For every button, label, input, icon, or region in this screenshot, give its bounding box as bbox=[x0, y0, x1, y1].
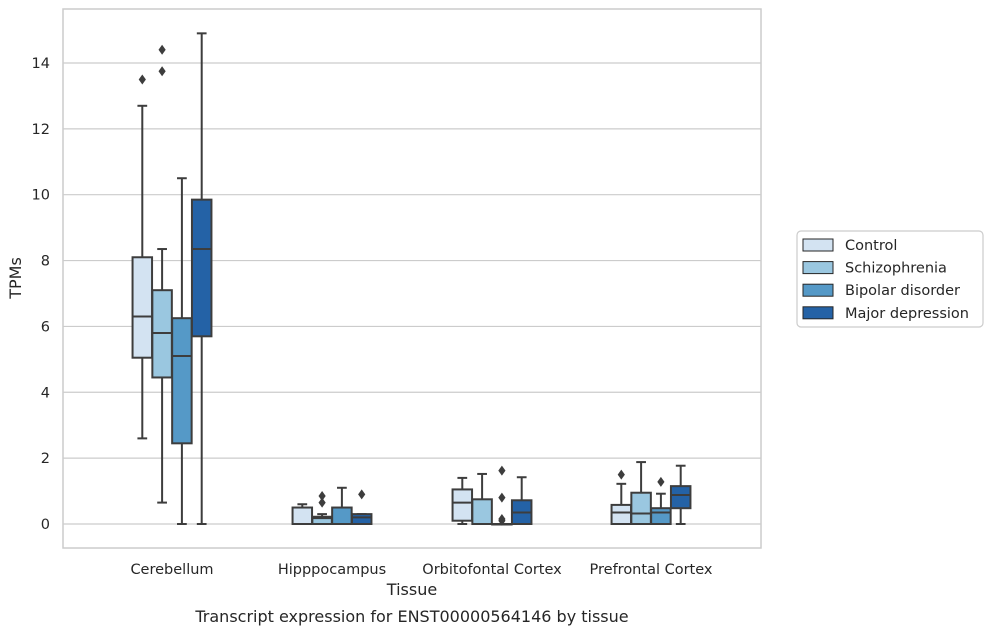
outlier-marker bbox=[358, 489, 366, 500]
figure-caption: Transcript expression for ENST0000056414… bbox=[194, 607, 628, 626]
outlier-marker bbox=[138, 74, 146, 85]
box-groups bbox=[131, 32, 692, 526]
y-tick-labels: 0 2 4 6 8 10 12 14 bbox=[32, 56, 50, 533]
outlier-marker bbox=[318, 497, 326, 508]
legend-swatch bbox=[802, 261, 834, 275]
iqr-box bbox=[131, 256, 154, 359]
y-tick-label: 12 bbox=[32, 122, 50, 138]
box-control bbox=[291, 503, 314, 526]
box-control bbox=[451, 476, 474, 525]
legend-swatch bbox=[802, 283, 834, 297]
outlier-marker bbox=[318, 491, 326, 502]
box-schizophrenia bbox=[151, 44, 173, 504]
y-tick-label: 14 bbox=[32, 56, 50, 72]
plot-frame bbox=[62, 8, 762, 549]
y-tick-label: 10 bbox=[32, 188, 50, 204]
outlier-marker bbox=[657, 476, 665, 487]
outlier-marker bbox=[158, 44, 166, 55]
y-tick-label: 4 bbox=[41, 385, 50, 401]
iqr-box bbox=[171, 317, 193, 445]
legend: Control Schizophrenia Bipolar disorder Majo… bbox=[796, 230, 984, 328]
legend-swatch bbox=[802, 238, 834, 252]
legend-label: Major depression bbox=[845, 306, 969, 322]
iqr-box bbox=[471, 498, 493, 525]
box-bipolar-disorder bbox=[171, 177, 193, 525]
iqr-box bbox=[610, 503, 633, 526]
legend-label: Control bbox=[845, 238, 897, 254]
x-tick-label: Orbitofontal Cortex bbox=[422, 562, 562, 578]
outlier-marker bbox=[498, 492, 506, 503]
iqr-box bbox=[451, 488, 474, 522]
x-axis-title: Tissue bbox=[386, 580, 437, 599]
y-axis-title: TPMs bbox=[6, 257, 25, 300]
x-tick-label: Cerebellum bbox=[130, 562, 213, 578]
box-control bbox=[131, 74, 154, 440]
box-schizophrenia bbox=[471, 472, 493, 525]
x-tick-label: Hipppocampus bbox=[278, 562, 386, 578]
box-bipolar-disorder bbox=[491, 465, 513, 526]
iqr-box bbox=[630, 491, 652, 525]
outlier-marker bbox=[617, 469, 625, 480]
legend-frame bbox=[796, 230, 984, 328]
y-tick-label: 6 bbox=[41, 319, 50, 335]
x-tick-labels: Cerebellum Hipppocampus Orbitofontal Corte… bbox=[130, 562, 712, 578]
box-major-depression bbox=[350, 489, 373, 525]
outlier-marker bbox=[158, 66, 166, 77]
y-tick-label: 2 bbox=[41, 451, 50, 467]
x-tick-label: Prefrontal Cortex bbox=[590, 562, 713, 578]
box-major-depression bbox=[669, 464, 692, 525]
y-tick-label: 8 bbox=[41, 254, 50, 270]
box-schizophrenia bbox=[311, 491, 333, 525]
iqr-box bbox=[350, 513, 373, 525]
box-bipolar-disorder bbox=[650, 476, 672, 526]
box-control bbox=[610, 469, 633, 526]
box-bipolar-disorder bbox=[331, 486, 353, 526]
iqr-box bbox=[291, 506, 314, 526]
iqr-box bbox=[650, 507, 672, 526]
box-major-depression bbox=[510, 476, 533, 526]
legend-label: Schizophrenia bbox=[845, 261, 947, 277]
box-major-depression bbox=[190, 32, 213, 525]
iqr-box bbox=[331, 506, 353, 526]
outlier-marker bbox=[498, 465, 506, 476]
legend-swatch bbox=[802, 306, 834, 320]
iqr-box bbox=[669, 485, 692, 510]
iqr-box bbox=[190, 198, 213, 338]
y-tick-label: 0 bbox=[41, 517, 50, 533]
box-schizophrenia bbox=[630, 461, 652, 525]
legend-label: Bipolar disorder bbox=[845, 283, 960, 299]
outlier-marker bbox=[498, 514, 506, 525]
